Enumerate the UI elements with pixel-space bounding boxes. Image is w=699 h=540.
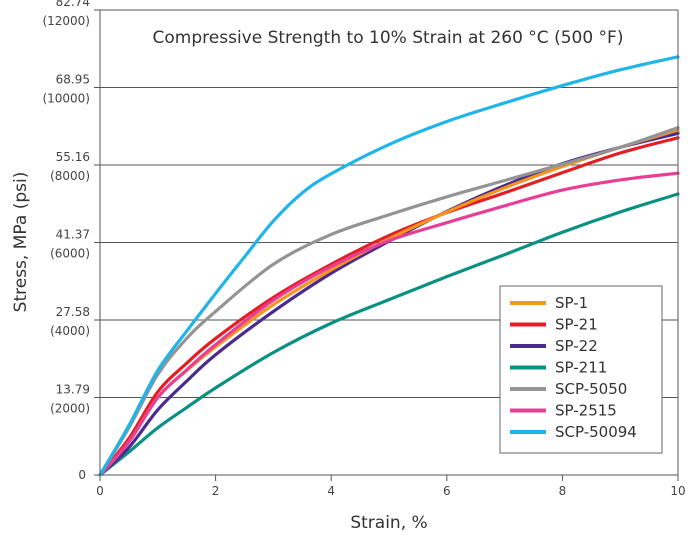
axes [94,10,679,476]
y-tick-label-psi: (10000) [42,92,90,106]
y-axis-ticks: 0 13.79 (2000) 27.58 (4000) 41.37 (6000) 55.16 (… [42,0,90,482]
x-tick-label: 10 [670,484,685,498]
y-tick-label-psi: (2000) [50,402,90,416]
legend-label-sp-2515: SP-2515 [555,402,617,420]
y-axis-title: Stress, MPa (psi) [11,172,31,313]
series-lines [98,55,680,477]
x-tick-label: 6 [443,484,451,498]
chart-title: Compressive Strength to 10% Strain at 26… [153,28,624,48]
series-line-sp-21 [98,136,680,477]
series-line-scp-5050 [98,126,680,477]
legend-label-scp-5050: SCP-5050 [555,380,627,398]
y-tick-label-psi: (12000) [42,14,90,28]
series-line-sp-2515 [98,171,680,477]
y-tick-label: 13.79 [56,383,90,397]
y-tick-label-psi: (8000) [50,169,90,183]
legend-label-scp-50094: SCP-50094 [555,423,637,441]
y-tick-label: 82.74 [56,0,90,9]
x-tick-label: 8 [559,484,567,498]
legend-label-sp-22: SP-22 [555,337,598,355]
legend-label-sp-1: SP-1 [555,294,588,312]
x-axis-ticks: 0 2 4 6 8 10 [96,475,686,498]
x-tick-label: 4 [327,484,335,498]
series-line-scp-50094 [98,55,680,477]
y-tick-label: 0 [78,468,86,482]
y-tick-label: 27.58 [56,305,90,319]
y-tick-label: 41.37 [56,228,90,242]
legend-label-sp-21: SP-21 [555,316,598,334]
y-tick-label: 68.95 [56,73,90,87]
x-axis-title: Strain, % [350,513,427,533]
y-tick-label-psi: (6000) [50,247,90,261]
x-tick-label: 2 [212,484,220,498]
legend: SP-1 SP-21 SP-22 SP-211 SCP-5050 SP-2515 SCP-5… [499,285,663,454]
series-line-sp-211 [98,192,680,477]
y-tick-label-psi: (4000) [50,324,90,338]
x-tick-label: 0 [96,484,104,498]
legend-label-sp-211: SP-211 [555,359,607,377]
y-tick-label: 55.16 [56,150,90,164]
